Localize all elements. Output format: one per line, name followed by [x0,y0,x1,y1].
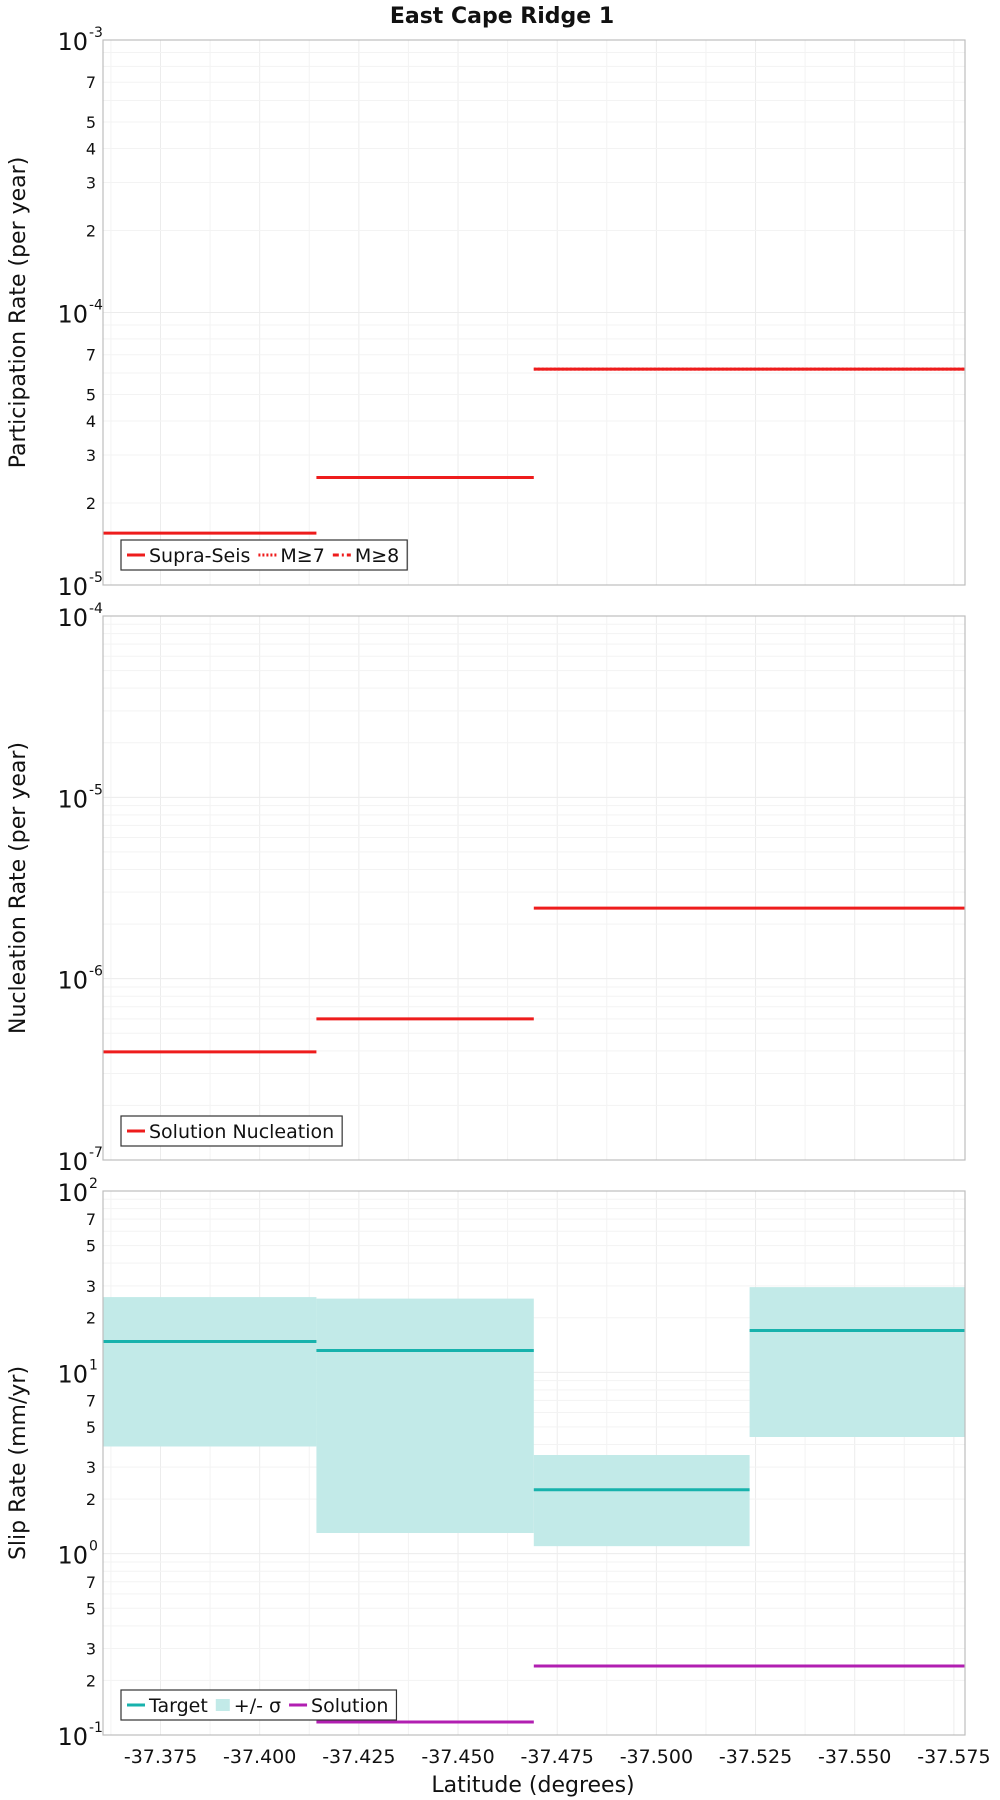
y-tick-label: 10 [57,1723,88,1751]
y-tick-exponent: -1 [89,1720,103,1736]
x-tick-label: -37.450 [421,1746,494,1768]
legend-label: M≥7 [280,545,324,567]
legend-box [120,1115,343,1147]
y-tick-exponent: -4 [89,601,103,617]
y-minor-tick-label: 2 [86,221,96,240]
nucleation-legend: Solution Nucleation [120,1115,343,1147]
y-minor-tick-label: 4 [86,412,96,431]
y-minor-tick-label: 7 [86,1391,96,1410]
y-minor-tick-label: 2 [86,494,96,513]
slip-y-axis-label: Slip Rate (mm/yr) [6,1366,31,1560]
y-tick-label: 10 [57,301,88,329]
x-axis-label: Latitude (degrees) [431,1773,634,1798]
x-tick-label: -37.475 [521,1746,594,1768]
y-tick-exponent: 0 [89,1539,98,1555]
y-minor-tick-label: 5 [86,1599,96,1618]
x-tick-label: -37.500 [620,1746,693,1768]
y-minor-tick-label: 4 [86,139,96,158]
x-tick-label: -37.525 [719,1746,792,1768]
y-tick-exponent: 2 [89,1176,98,1192]
plot-frame [102,615,966,1161]
y-tick-label: 10 [57,604,88,632]
y-tick-exponent: -5 [89,570,103,586]
y-minor-tick-label: 3 [86,1458,96,1477]
x-tick-label: -37.425 [322,1746,395,1768]
y-minor-tick-label: 7 [86,346,96,365]
y-minor-tick-label: 5 [86,1237,96,1256]
participation-legend: Supra-Seis M≥7 M≥8 [120,539,408,571]
slip-legend: Target +/- σ Solution [120,1689,398,1721]
legend-box [120,1689,398,1721]
y-minor-tick-label: 5 [86,113,96,132]
y-minor-tick-label: 2 [86,1671,96,1690]
y-minor-tick-label: 3 [86,1277,96,1296]
legend-label: Supra-Seis [149,545,250,567]
y-minor-tick-label: 7 [86,73,96,92]
nucleation-y-axis-label: Nucleation Rate (per year) [6,742,31,1034]
x-tick-label: -37.400 [223,1746,296,1768]
plot-frame [102,39,966,586]
x-tick-label: -37.375 [124,1746,197,1768]
y-tick-label: 10 [57,573,88,601]
legend-label: Solution [311,1695,388,1717]
y-tick-exponent: -3 [89,25,103,41]
sigma-band-segment [749,1287,965,1437]
x-axis-ticks: -37.375 -37.400 -37.425 -37.450 -37.475 -37.5… [124,1746,991,1768]
sigma-band-segment [533,1455,750,1547]
sigma-band-segment [103,1297,317,1447]
y-minor-tick-label: 2 [86,1309,96,1328]
y-tick-label: 10 [57,967,88,995]
y-tick-label: 10 [57,785,88,813]
sigma-band-segment [316,1298,534,1534]
y-tick-exponent: -7 [89,1145,103,1161]
legend-label: Solution Nucleation [149,1121,334,1143]
y-minor-tick-label: 5 [86,386,96,405]
legend-label: +/- σ [234,1695,281,1717]
x-tick-label: -37.575 [917,1746,990,1768]
y-minor-tick-label: 5 [86,1418,96,1437]
y-tick-exponent: -5 [89,782,103,798]
plot-frame [102,1190,966,1736]
y-minor-tick-label: 3 [86,446,96,465]
y-minor-tick-label: 3 [86,173,96,192]
chart-title: East Cape Ridge 1 [390,4,614,29]
y-tick-label: 10 [57,1148,88,1176]
y-tick-exponent: -6 [89,964,103,980]
legend-label: M≥8 [355,545,399,567]
y-minor-tick-label: 2 [86,1490,96,1509]
y-tick-label: 10 [57,1360,88,1388]
y-tick-label: 10 [57,1179,88,1207]
participation-y-axis-label: Participation Rate (per year) [6,157,31,469]
y-minor-tick-label: 7 [86,1573,96,1592]
y-tick-label: 10 [57,28,88,56]
y-tick-exponent: -4 [89,298,103,314]
y-tick-label: 10 [57,1542,88,1570]
y-minor-tick-label: 3 [86,1639,96,1658]
legend-swatch [215,1699,230,1711]
y-tick-exponent: 1 [89,1357,98,1373]
x-tick-label: -37.550 [818,1746,891,1768]
legend-label: Target [148,1695,208,1717]
y-minor-tick-label: 7 [86,1210,96,1229]
